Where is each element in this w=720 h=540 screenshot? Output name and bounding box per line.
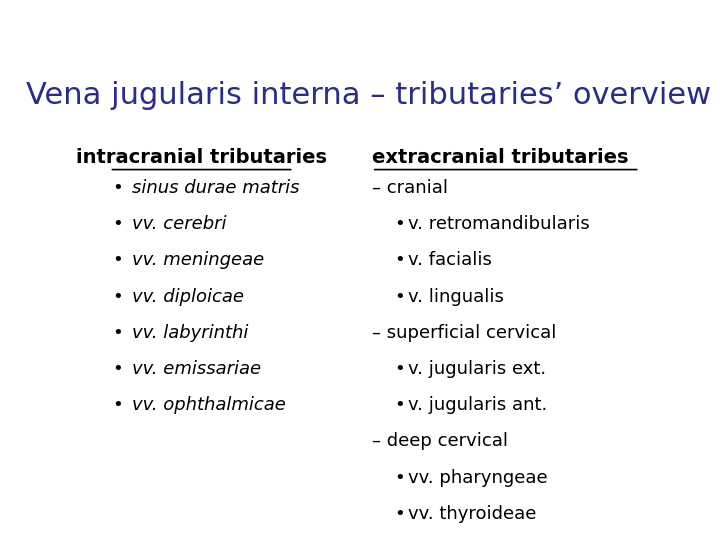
Text: •: • <box>112 396 123 414</box>
Text: intracranial tributaries: intracranial tributaries <box>76 148 327 167</box>
Text: vv. ophthalmicae: vv. ophthalmicae <box>132 396 286 414</box>
Text: •: • <box>112 288 123 306</box>
Text: •: • <box>394 360 405 378</box>
Text: vv. thyroideae: vv. thyroideae <box>408 505 536 523</box>
Text: vv. diploicae: vv. diploicae <box>132 288 244 306</box>
Text: •: • <box>394 469 405 487</box>
Text: •: • <box>112 179 123 197</box>
Text: v. facialis: v. facialis <box>408 252 492 269</box>
Text: Vena jugularis interna – tributaries’ overview: Vena jugularis interna – tributaries’ ov… <box>27 82 711 111</box>
Text: •: • <box>112 360 123 378</box>
Text: – cranial: – cranial <box>372 179 448 197</box>
Text: v. jugularis ext.: v. jugularis ext. <box>408 360 546 378</box>
Text: •: • <box>394 252 405 269</box>
Text: •: • <box>394 396 405 414</box>
Text: v. lingualis: v. lingualis <box>408 288 504 306</box>
Text: v. retromandibularis: v. retromandibularis <box>408 215 590 233</box>
Text: vv. cerebri: vv. cerebri <box>132 215 226 233</box>
Text: vv. emissariae: vv. emissariae <box>132 360 261 378</box>
Text: v. jugularis ant.: v. jugularis ant. <box>408 396 547 414</box>
Text: – deep cervical: – deep cervical <box>372 433 508 450</box>
Text: – superficial cervical: – superficial cervical <box>372 324 556 342</box>
Text: extracranial tributaries: extracranial tributaries <box>372 148 629 167</box>
Text: •: • <box>112 215 123 233</box>
Text: vv. pharyngeae: vv. pharyngeae <box>408 469 548 487</box>
Text: •: • <box>394 215 405 233</box>
Text: sinus durae matris: sinus durae matris <box>132 179 300 197</box>
Text: •: • <box>394 288 405 306</box>
Text: vv. labyrinthi: vv. labyrinthi <box>132 324 248 342</box>
Text: •: • <box>112 324 123 342</box>
Text: •: • <box>112 252 123 269</box>
Text: •: • <box>394 505 405 523</box>
Text: vv. meningeae: vv. meningeae <box>132 252 264 269</box>
